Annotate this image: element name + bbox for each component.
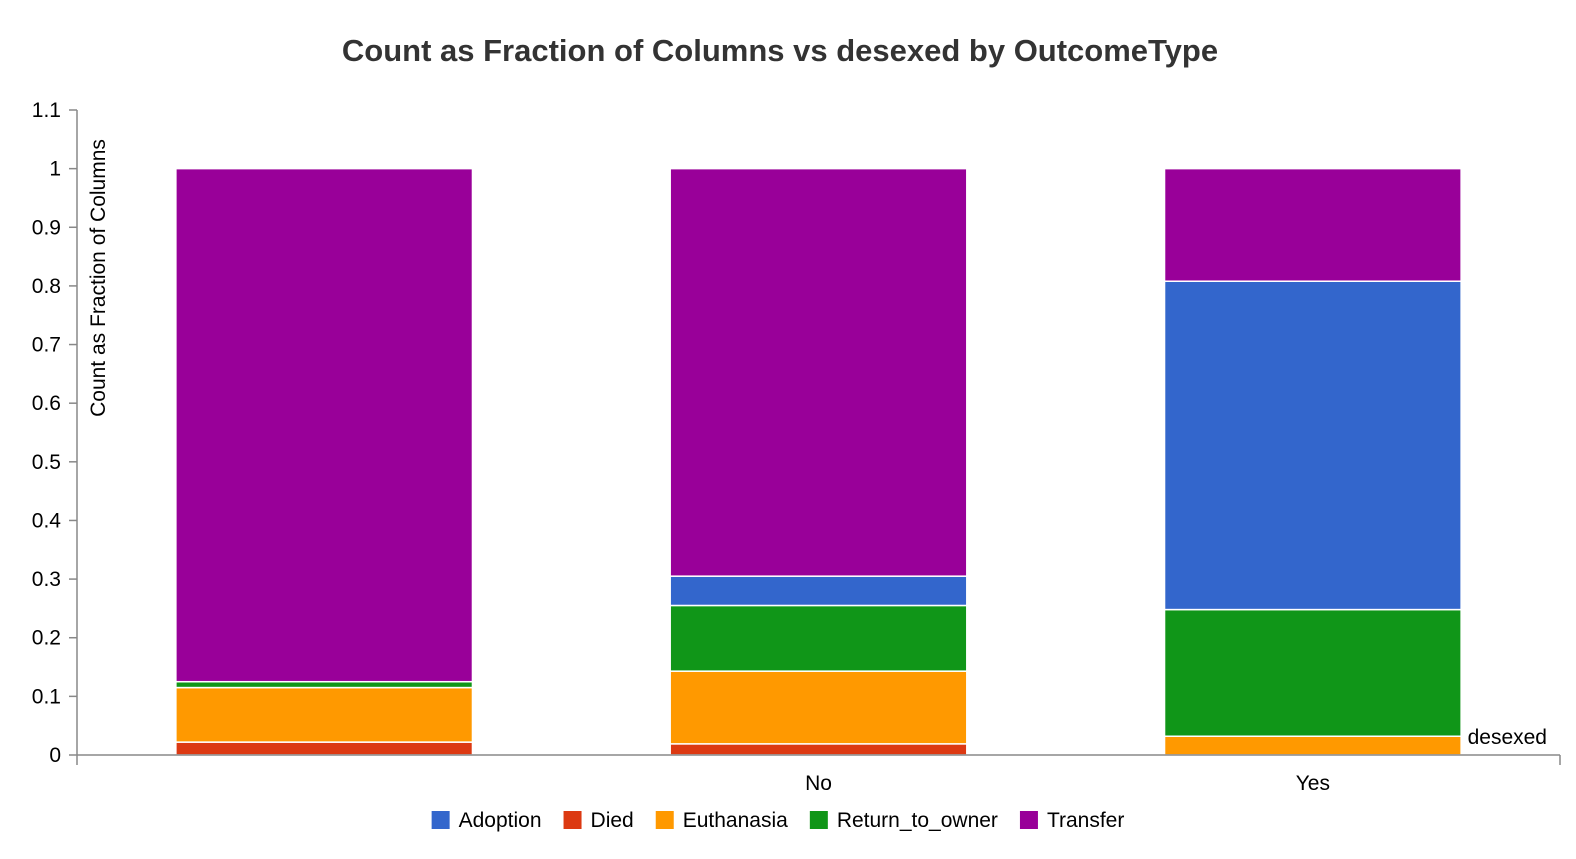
bar-segment-transfer-blank[interactable] [175,167,474,683]
y-tick-label: 0 [49,744,61,767]
y-tick-label: 0.1 [32,685,61,708]
legend-swatch [809,811,828,829]
legend-label: Euthanasia [683,809,788,832]
y-tick-label: 0.6 [32,392,61,415]
y-tick-label: 0.7 [32,334,61,357]
x-axis-label: desexed [1468,726,1547,749]
legend-swatch [1019,811,1038,829]
bar-segment-return-to-owner-yes[interactable] [1163,608,1462,737]
legend-label: Transfer [1047,809,1124,832]
y-tick-label: 0.2 [32,627,61,650]
bar-segment-transfer-yes[interactable] [1163,167,1462,282]
y-ticks: 0 0.1 0.2 0.3 0.4 0.5 0.6 0.7 0.8 0.9 1 1.1 [32,99,77,767]
chart-title: Count as Fraction of Columns vs desexed … [342,33,1218,68]
legend-label: Died [591,809,634,832]
legend-item-adoption[interactable]: Adoption [431,809,542,832]
x-tick-label: Yes [1296,772,1330,795]
bar-segment-return-to-owner-blank[interactable] [175,680,474,689]
y-tick-label: 1 [49,158,61,181]
bars [175,167,1462,756]
legend: Adoption Died Euthanasia Return_to_owner Tra… [431,809,1124,832]
y-tick-label: 0.4 [32,509,62,532]
y-tick-label: 0.8 [32,275,61,298]
legend-swatch [563,811,582,829]
bar-segment-adoption-no[interactable] [669,575,968,607]
legend-swatch [431,811,450,829]
y-tick-label: 0.9 [32,216,61,239]
x-tick-label: No [805,772,832,795]
legend-item-return-to-owner[interactable]: Return_to_owner [809,809,998,832]
x-ticks: No Yes [805,772,1330,795]
y-tick-label: 0.5 [32,451,61,474]
bar-segment-euthanasia-blank[interactable] [175,686,474,743]
legend-label: Return_to_owner [837,809,998,832]
bar-segment-euthanasia-yes[interactable] [1163,735,1462,756]
y-tick-label: 0.3 [32,568,61,591]
bar-segment-transfer-no[interactable] [669,167,968,577]
legend-swatch [655,811,674,829]
legend-item-died[interactable]: Died [563,809,634,832]
legend-label: Adoption [459,809,542,832]
bar-segment-died-blank[interactable] [175,741,474,756]
bar-segment-died-no[interactable] [669,743,968,756]
bar-segment-adoption-yes[interactable] [1163,280,1462,611]
legend-item-transfer[interactable]: Transfer [1019,809,1124,832]
bar-segment-euthanasia-no[interactable] [669,670,968,745]
y-tick-label: 1.1 [32,99,61,122]
bar-segment-return-to-owner-no[interactable] [669,604,968,672]
legend-item-euthanasia[interactable]: Euthanasia [655,809,788,832]
y-axis-label: Count as Fraction of Columns [87,139,110,417]
